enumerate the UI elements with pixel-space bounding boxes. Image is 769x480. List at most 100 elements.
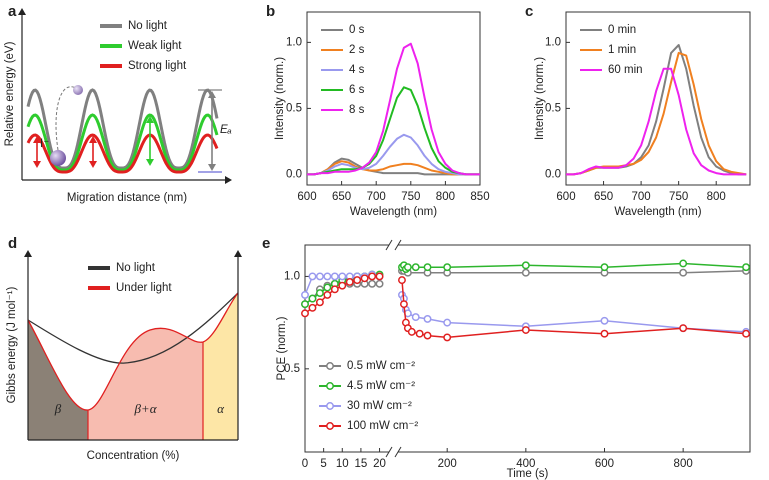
data-point [301, 300, 309, 309]
energy-curve [26, 113, 219, 172]
x-tick-label: 200 [438, 458, 457, 470]
data-point [411, 313, 420, 322]
x-tick-label: 10 [336, 458, 349, 470]
data-point [742, 329, 751, 338]
y-tick-label: 0.0 [545, 168, 561, 180]
x-tick-label: 850 [470, 191, 489, 203]
arrow-head [146, 116, 154, 123]
panel-letter: a [8, 3, 17, 20]
axis-break-mark [394, 446, 402, 458]
energy-curve [26, 88, 219, 170]
energy-curve [26, 133, 219, 174]
data-point [360, 274, 369, 283]
data-point [399, 300, 408, 309]
axis-break-gap [389, 449, 398, 455]
legend-label: No light [128, 20, 168, 32]
x-tick-label: 800 [707, 191, 726, 203]
data-point [742, 263, 751, 272]
panel-letter: c [525, 3, 533, 20]
y-tick-label: 1.0 [284, 270, 300, 282]
x-axis-title: Wavelength (nm) [614, 206, 701, 218]
legend-label: Strong light [128, 60, 187, 72]
data-point [323, 290, 332, 299]
axis-break-gap [389, 242, 398, 248]
y-axis-title: Gibbs energy (J mol⁻¹) [6, 287, 18, 404]
arrow-head [208, 91, 216, 98]
arrow-head [33, 161, 41, 168]
data-point [443, 318, 452, 327]
y-tick-label: 0.5 [545, 102, 561, 114]
x-tick-label: 700 [632, 191, 651, 203]
arrow-head [24, 250, 32, 257]
energy-curve [27, 292, 239, 364]
x-tick-label: 600 [297, 191, 316, 203]
data-point [415, 329, 424, 338]
x-tick-label: 15 [355, 458, 368, 470]
data-point [301, 309, 309, 318]
data-point [375, 279, 384, 288]
legend-label: 4 s [349, 64, 365, 76]
panel-letter: e [262, 235, 270, 252]
data-point [443, 263, 452, 272]
ion-label: I⁻ [40, 138, 49, 150]
arrow-head [18, 8, 26, 15]
axis-break-mark [385, 446, 393, 458]
y-axis-title: Intensity (norm.) [534, 57, 546, 140]
x-tick-label: 0 [302, 458, 308, 470]
arrow-head [89, 136, 97, 143]
legend-label: 8 s [349, 104, 365, 116]
y-tick-label: 1.0 [286, 36, 302, 48]
legend-label: 0 s [349, 24, 365, 36]
data-point [423, 331, 432, 340]
x-axis-title: Concentration (%) [87, 450, 180, 462]
y-tick-label: 0.5 [286, 102, 302, 114]
data-point [308, 303, 317, 312]
barrier-label: Eₐ [220, 124, 232, 136]
data-point [407, 327, 416, 336]
region-label: α [217, 401, 225, 416]
arrow-head [89, 161, 97, 168]
x-tick-label: 20 [373, 458, 386, 470]
x-tick-label: 600 [556, 191, 575, 203]
x-axis-title: Migration distance (nm) [67, 192, 187, 204]
series-line [307, 160, 480, 176]
data-point [368, 279, 377, 288]
panel-letter: d [8, 235, 17, 252]
arrow-head [33, 136, 41, 143]
x-tick-label: 400 [516, 458, 535, 470]
y-axis-title: Intensity (norm.) [274, 57, 286, 140]
data-point [330, 272, 339, 281]
data-point [411, 263, 420, 272]
legend-label: 6 s [349, 84, 365, 96]
x-tick-label: 650 [332, 191, 351, 203]
series-line [566, 51, 747, 176]
series-line [307, 42, 480, 176]
legend-label: 0 min [608, 24, 636, 36]
x-tick-label: 650 [594, 191, 613, 203]
arrow-head [146, 159, 154, 166]
data-point [521, 268, 530, 277]
axis-break-mark [385, 239, 393, 251]
plot-frame [565, 11, 751, 186]
y-tick-label: 1.0 [545, 36, 561, 48]
x-tick-label: 750 [669, 191, 688, 203]
data-point [338, 272, 347, 281]
data-point [345, 278, 354, 286]
data-point [679, 324, 688, 333]
series-line [566, 67, 747, 176]
plot-frame [304, 244, 751, 453]
y-axis-title: PCE (norm.) [276, 316, 288, 380]
legend-marker [326, 422, 334, 430]
data-point [600, 263, 609, 272]
data-point [679, 268, 688, 277]
ion [73, 85, 83, 95]
data-point [521, 261, 530, 270]
data-point [423, 314, 432, 323]
x-axis-title: Time (s) [507, 468, 549, 480]
legend-marker [326, 402, 334, 410]
legend-label: No light [116, 262, 156, 274]
data-point [301, 290, 309, 299]
data-point [308, 294, 317, 303]
data-point [330, 285, 339, 294]
